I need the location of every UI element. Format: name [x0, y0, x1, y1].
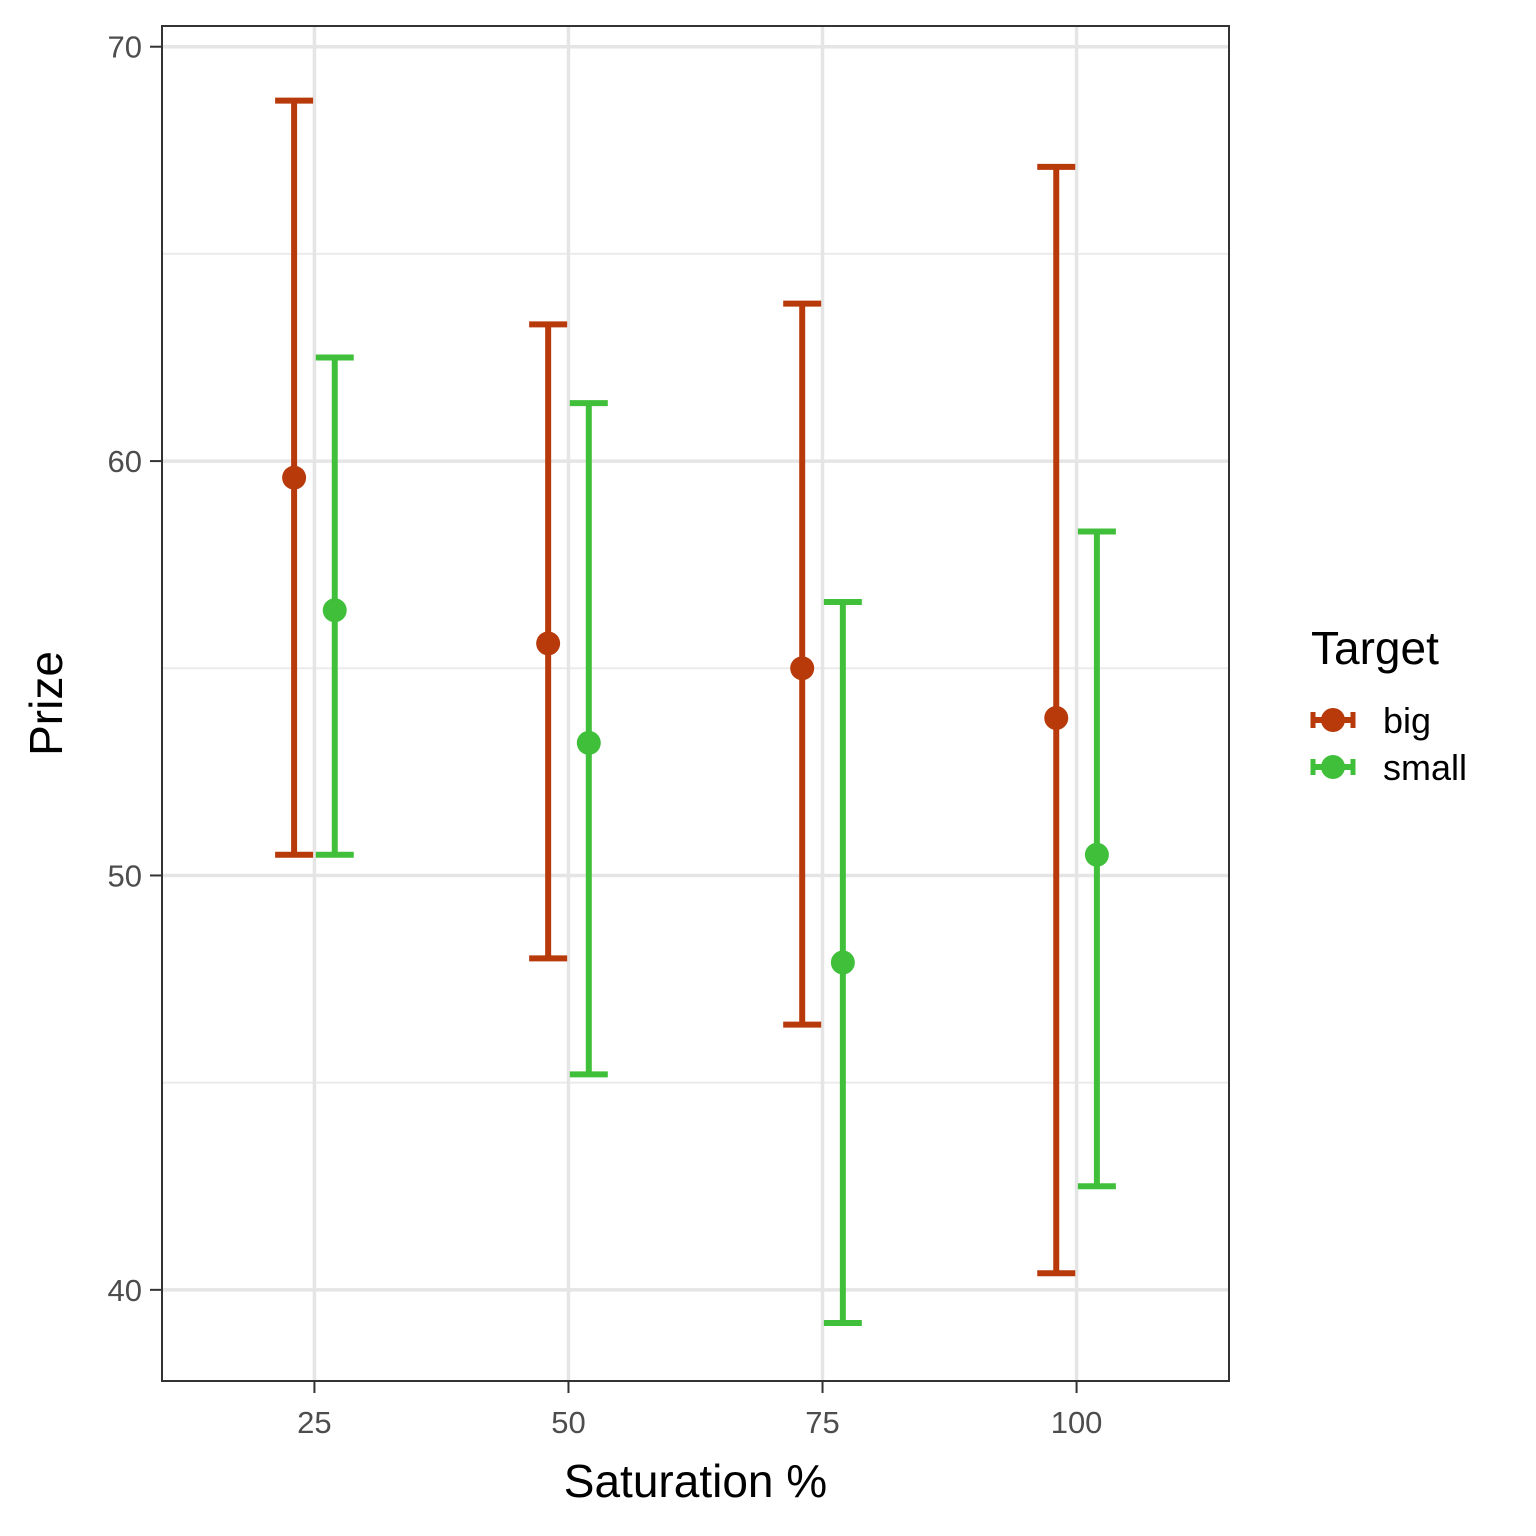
- data-point-big: [282, 465, 307, 490]
- legend-title: Target: [1311, 622, 1439, 674]
- data-point-small: [576, 730, 601, 755]
- legend-label-small: small: [1383, 747, 1467, 788]
- plot-data: [275, 97, 1116, 1326]
- x-tick-label: 75: [805, 1405, 839, 1440]
- y-tick-label: 50: [108, 858, 142, 893]
- x-axis-title: Saturation %: [564, 1455, 827, 1507]
- errorbar-small: [569, 400, 608, 1078]
- errorbar-small: [823, 598, 862, 1326]
- legend-key-small: [1310, 755, 1356, 779]
- errorbar-big: [783, 300, 822, 1028]
- errorbar-small: [1077, 528, 1116, 1190]
- errorbar-big: [275, 97, 314, 858]
- errorbar-big: [529, 321, 568, 962]
- y-axis-title: Prize: [20, 651, 72, 756]
- legend-label-big: big: [1383, 700, 1431, 741]
- legend-key-big: [1310, 708, 1356, 732]
- errorbar-small: [315, 354, 354, 858]
- x-tick-label: 25: [297, 1405, 331, 1440]
- data-point-big: [536, 631, 561, 656]
- data-point-big: [790, 656, 815, 681]
- legend: Target big small: [1310, 622, 1467, 788]
- axes: 40 50 60 70 25 50 75 100: [108, 30, 1103, 1440]
- panel-border: [161, 25, 1230, 1382]
- y-tick-label: 40: [108, 1273, 142, 1308]
- y-tick-label: 70: [108, 30, 142, 65]
- data-point-small: [322, 598, 347, 623]
- x-tick-label: 50: [551, 1405, 585, 1440]
- data-point-small: [1084, 842, 1109, 867]
- y-tick-label: 60: [108, 444, 142, 479]
- x-tick-label: 100: [1051, 1405, 1103, 1440]
- grid: [162, 26, 1229, 1381]
- legend-key-point: [1321, 755, 1345, 779]
- data-point-small: [830, 950, 855, 975]
- legend-key-point: [1321, 708, 1345, 732]
- errorbar-big: [1037, 163, 1076, 1277]
- data-point-big: [1044, 706, 1069, 731]
